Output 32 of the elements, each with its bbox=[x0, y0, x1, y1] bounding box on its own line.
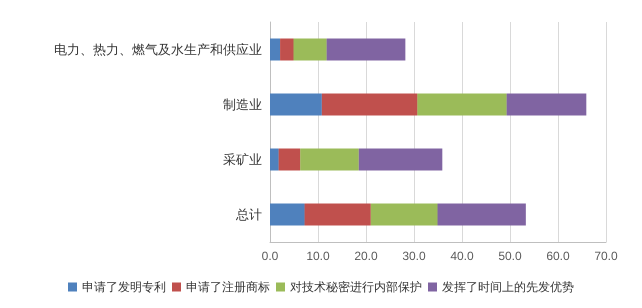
x-tick-label: 30.0 bbox=[402, 249, 426, 263]
bar bbox=[358, 148, 442, 170]
bar bbox=[270, 38, 280, 60]
bar bbox=[438, 204, 526, 226]
x-tick-label: 60.0 bbox=[546, 249, 570, 263]
bar bbox=[280, 38, 294, 60]
bar bbox=[326, 38, 406, 60]
bar bbox=[304, 204, 371, 226]
y-tick-label: 总计 bbox=[235, 207, 262, 222]
x-tick-label: 40.0 bbox=[450, 249, 474, 263]
bar bbox=[322, 94, 418, 116]
y-tick-label: 电力、热力、燃气及水生产和供应业 bbox=[54, 42, 262, 57]
y-tick-label: 采矿业 bbox=[223, 152, 262, 167]
legend-label: 发挥了时间上的先发优势 bbox=[442, 280, 574, 294]
legend-label: 对技术秘密进行内部保护 bbox=[290, 280, 422, 294]
bar bbox=[270, 204, 305, 226]
x-tick-label: 50.0 bbox=[498, 249, 522, 263]
x-tick-label: 70.0 bbox=[594, 249, 618, 263]
x-tick-label: 10.0 bbox=[306, 249, 330, 263]
bar bbox=[370, 204, 438, 226]
bar bbox=[294, 38, 327, 60]
bar bbox=[270, 94, 322, 116]
legend-label: 申请了发明专利 bbox=[82, 280, 166, 294]
x-tick-label: 20.0 bbox=[354, 249, 378, 263]
bar bbox=[300, 148, 359, 170]
y-tick-label: 制造业 bbox=[223, 97, 262, 112]
bar bbox=[278, 148, 300, 170]
x-tick-label: 0.0 bbox=[262, 249, 279, 263]
bar bbox=[270, 148, 279, 170]
legend-label: 申请了注册商标 bbox=[186, 280, 270, 294]
bar bbox=[417, 94, 507, 116]
bar bbox=[506, 94, 586, 116]
